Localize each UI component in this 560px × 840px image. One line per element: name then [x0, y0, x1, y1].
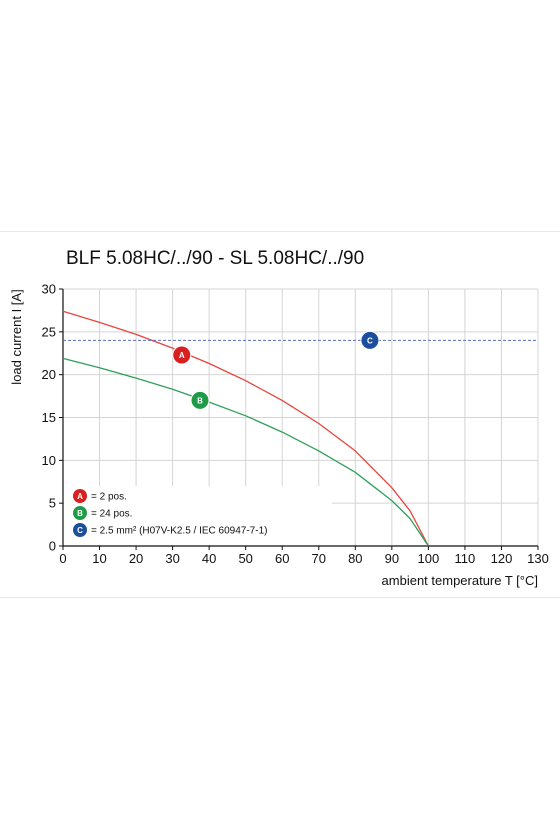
legend-background — [64, 486, 332, 545]
x-tick-label: 50 — [238, 551, 252, 566]
legend-entry-b: B = 24 pos. — [73, 506, 132, 520]
marker-letter: B — [197, 396, 203, 405]
x-tick-label: 90 — [385, 551, 399, 566]
marker-circle — [172, 345, 192, 365]
legend-text: = 2.5 mm² (H07V-K2.5 / IEC 60947-7-1) — [91, 526, 267, 537]
y-tick-label: 10 — [42, 453, 56, 468]
y-axis-label: load current I [A] — [9, 289, 24, 384]
legend-entry-a: A = 2 pos. — [73, 489, 127, 503]
marker-c: C — [360, 330, 380, 350]
markers: A B C — [172, 330, 380, 410]
series-line-a — [62, 310, 429, 547]
series-line-b — [62, 357, 429, 547]
x-tick-label: 10 — [92, 551, 106, 566]
legend-text: = 24 pos. — [91, 509, 132, 520]
x-tick-label: 40 — [202, 551, 216, 566]
x-tick-label: 110 — [455, 551, 476, 566]
x-tick-label: 100 — [418, 551, 440, 566]
marker-circle — [360, 330, 380, 350]
y-tick-label: 30 — [42, 282, 56, 297]
legend-letter: B — [77, 509, 83, 518]
legend-letter: A — [77, 492, 83, 501]
x-tick-label: 20 — [129, 551, 143, 566]
grid — [63, 288, 539, 546]
tick-labels: 0 10 20 30 40 50 60 70 80 90 100 110 120 130 0 5 10 15 20 2… — [42, 282, 549, 567]
legend: A = 2 pos. B = 24 pos. C = 2.5 mm² (H07V-K2.5… — [73, 489, 267, 537]
legend-badge — [73, 506, 87, 520]
y-tick-label: 25 — [42, 324, 56, 339]
chart-title: BLF 5.08HC/../90 - SL 5.08HC/../90 — [66, 248, 365, 269]
x-axis-label: ambient temperature T [°C] — [382, 573, 538, 588]
marker-circle — [190, 390, 210, 410]
y-tick-label: 0 — [49, 539, 56, 554]
series — [62, 310, 538, 547]
marker-letter: A — [179, 351, 185, 360]
axes — [59, 288, 539, 550]
legend-badge — [73, 489, 87, 503]
y-tick-label: 20 — [42, 367, 56, 382]
y-tick-label: 5 — [49, 496, 56, 511]
bottom-divider — [0, 597, 560, 598]
x-tick-label: 0 — [59, 551, 66, 566]
x-tick-label: 30 — [165, 551, 179, 566]
legend-badge — [73, 523, 87, 537]
legend-letter: C — [77, 526, 83, 535]
marker-a: A — [172, 345, 192, 365]
x-tick-label: 130 — [527, 551, 549, 566]
x-tick-label: 80 — [348, 551, 362, 566]
x-tick-label: 120 — [491, 551, 513, 566]
x-tick-label: 70 — [312, 551, 326, 566]
top-divider — [0, 231, 560, 232]
legend-text: = 2 pos. — [91, 492, 127, 503]
marker-b: B — [190, 390, 210, 410]
marker-letter: C — [367, 336, 373, 345]
legend-entry-c: C = 2.5 mm² (H07V-K2.5 / IEC 60947-7-1) — [73, 523, 267, 537]
x-tick-label: 60 — [275, 551, 289, 566]
y-tick-label: 15 — [42, 410, 56, 425]
